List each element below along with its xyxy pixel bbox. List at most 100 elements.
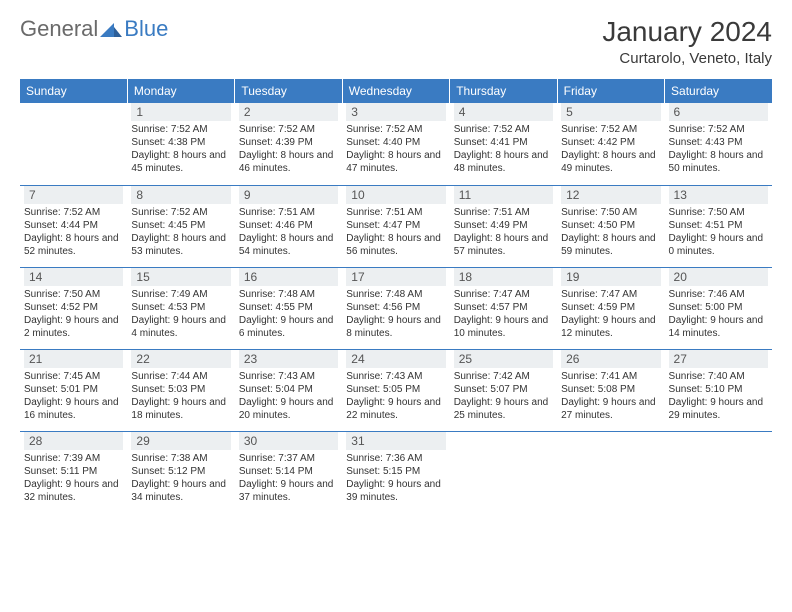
calendar-day-cell: 30 Sunrise: 7:37 AMSunset: 5:14 PMDayligh… [235,431,342,513]
day-info: Sunrise: 7:51 AMSunset: 4:46 PMDaylight:… [239,206,338,258]
day-info: Sunrise: 7:40 AMSunset: 5:10 PMDaylight:… [669,370,768,422]
day-info: Sunrise: 7:52 AMSunset: 4:40 PMDaylight:… [346,123,445,175]
day-info: Sunrise: 7:42 AMSunset: 5:07 PMDaylight:… [454,370,553,422]
day-info: Sunrise: 7:52 AMSunset: 4:43 PMDaylight:… [669,123,768,175]
day-info: Sunrise: 7:51 AMSunset: 4:47 PMDaylight:… [346,206,445,258]
calendar-day-cell: 21Sunrise: 7:45 AMSunset: 5:01 PMDayligh… [20,349,127,431]
day-number: 19 [561,268,660,286]
day-info: Sunrise: 7:52 AMSunset: 4:45 PMDaylight:… [131,206,230,258]
calendar-table: SundayMondayTuesdayWednesdayThursdayFrid… [20,79,772,513]
day-number: 13 [669,186,768,204]
day-info: Sunrise: 7:38 AMSunset: 5:12 PMDaylight:… [131,452,230,504]
page-header: General Blue January 2024 Curtarolo, Ven… [20,16,772,67]
day-number: 26 [561,350,660,368]
day-number: 14 [24,268,123,286]
day-info: Sunrise: 7:52 AMSunset: 4:41 PMDaylight:… [454,123,553,175]
day-info: Sunrise: 7:47 AMSunset: 4:57 PMDaylight:… [454,288,553,340]
brand-logo: General Blue [20,16,168,42]
day-info: Sunrise: 7:49 AMSunset: 4:53 PMDaylight:… [131,288,230,340]
location-subtitle: Curtarolo, Veneto, Italy [602,50,772,67]
weekday-header: Friday [557,79,664,103]
calendar-day-cell: 15Sunrise: 7:49 AMSunset: 4:53 PMDayligh… [127,267,234,349]
calendar-day-cell: 12Sunrise: 7:50 AMSunset: 4:50 PMDayligh… [557,185,664,267]
calendar-day-cell: 24 Sunrise: 7:43 AMSunset: 5:05 PMDayligh… [342,349,449,431]
calendar-day-cell: 14 Sunrise: 7:50 AMSunset: 4:52 PMDayligh… [20,267,127,349]
calendar-day-cell: 29 Sunrise: 7:38 AMSunset: 5:12 PMDayligh… [127,431,234,513]
day-number: 17 [346,268,445,286]
calendar-day-cell: 17 Sunrise: 7:48 AMSunset: 4:56 PMDayligh… [342,267,449,349]
day-number: 23 [239,350,338,368]
calendar-day-cell: 31 Sunrise: 7:36 AMSunset: 5:15 PMDayligh… [342,431,449,513]
calendar-day-cell: 13Sunrise: 7:50 AMSunset: 4:51 PMDayligh… [665,185,772,267]
weekday-header: Wednesday [342,79,449,103]
calendar-day-cell: 23Sunrise: 7:43 AMSunset: 5:04 PMDayligh… [235,349,342,431]
weekday-header: Thursday [450,79,557,103]
calendar-day-cell: 5 Sunrise: 7:52 AMSunset: 4:42 PMDaylight… [557,103,664,185]
day-info: Sunrise: 7:44 AMSunset: 5:03 PMDaylight:… [131,370,230,422]
weekday-header: Monday [127,79,234,103]
calendar-day-cell [665,431,772,513]
day-number: 3 [346,103,445,121]
day-number: 24 [346,350,445,368]
calendar-day-cell: 16Sunrise: 7:48 AMSunset: 4:55 PMDayligh… [235,267,342,349]
calendar-week-row: 14 Sunrise: 7:50 AMSunset: 4:52 PMDayligh… [20,267,772,349]
day-info: Sunrise: 7:47 AMSunset: 4:59 PMDaylight:… [561,288,660,340]
calendar-day-cell [450,431,557,513]
calendar-day-cell: 3 Sunrise: 7:52 AMSunset: 4:40 PMDaylight… [342,103,449,185]
weekday-header: Sunday [20,79,127,103]
day-number: 12 [561,186,660,204]
calendar-day-cell: 27 Sunrise: 7:40 AMSunset: 5:10 PMDayligh… [665,349,772,431]
calendar-body: 1 Sunrise: 7:52 AMSunset: 4:38 PMDaylight… [20,103,772,513]
day-number: 30 [239,432,338,450]
day-number: 6 [669,103,768,121]
day-info: Sunrise: 7:52 AMSunset: 4:38 PMDaylight:… [131,123,230,175]
calendar-day-cell: 19 Sunrise: 7:47 AMSunset: 4:59 PMDayligh… [557,267,664,349]
calendar-day-cell: 9 Sunrise: 7:51 AMSunset: 4:46 PMDaylight… [235,185,342,267]
day-number: 20 [669,268,768,286]
calendar-day-cell: 22Sunrise: 7:44 AMSunset: 5:03 PMDayligh… [127,349,234,431]
day-number: 1 [131,103,230,121]
day-info: Sunrise: 7:52 AMSunset: 4:42 PMDaylight:… [561,123,660,175]
day-info: Sunrise: 7:50 AMSunset: 4:52 PMDaylight:… [24,288,123,340]
calendar-day-cell [557,431,664,513]
brand-text-general: General [20,16,98,42]
day-info: Sunrise: 7:52 AMSunset: 4:44 PMDaylight:… [24,206,123,258]
day-info: Sunrise: 7:41 AMSunset: 5:08 PMDaylight:… [561,370,660,422]
calendar-week-row: 7Sunrise: 7:52 AMSunset: 4:44 PMDaylight… [20,185,772,267]
day-number: 27 [669,350,768,368]
calendar-day-cell: 7Sunrise: 7:52 AMSunset: 4:44 PMDaylight… [20,185,127,267]
day-number: 5 [561,103,660,121]
calendar-day-cell: 20 Sunrise: 7:46 AMSunset: 5:00 PMDayligh… [665,267,772,349]
calendar-day-cell: 2Sunrise: 7:52 AMSunset: 4:39 PMDaylight… [235,103,342,185]
day-info: Sunrise: 7:37 AMSunset: 5:14 PMDaylight:… [239,452,338,504]
month-title: January 2024 [602,16,772,48]
day-info: Sunrise: 7:39 AMSunset: 5:11 PMDaylight:… [24,452,123,504]
brand-text-blue: Blue [124,16,168,42]
calendar-day-cell: 18 Sunrise: 7:47 AMSunset: 4:57 PMDayligh… [450,267,557,349]
day-number: 21 [24,350,123,368]
day-number: 31 [346,432,445,450]
title-block: January 2024 Curtarolo, Veneto, Italy [602,16,772,67]
day-info: Sunrise: 7:36 AMSunset: 5:15 PMDaylight:… [346,452,445,504]
calendar-week-row: 21Sunrise: 7:45 AMSunset: 5:01 PMDayligh… [20,349,772,431]
day-info: Sunrise: 7:48 AMSunset: 4:55 PMDaylight:… [239,288,338,340]
calendar-day-cell: 4Sunrise: 7:52 AMSunset: 4:41 PMDaylight… [450,103,557,185]
calendar-day-cell [20,103,127,185]
calendar-week-row: 28 Sunrise: 7:39 AMSunset: 5:11 PMDayligh… [20,431,772,513]
calendar-day-cell: 11Sunrise: 7:51 AMSunset: 4:49 PMDayligh… [450,185,557,267]
day-info: Sunrise: 7:46 AMSunset: 5:00 PMDaylight:… [669,288,768,340]
calendar-day-cell: 8Sunrise: 7:52 AMSunset: 4:45 PMDaylight… [127,185,234,267]
day-info: Sunrise: 7:43 AMSunset: 5:05 PMDaylight:… [346,370,445,422]
day-info: Sunrise: 7:51 AMSunset: 4:49 PMDaylight:… [454,206,553,258]
day-number: 28 [24,432,123,450]
calendar-day-cell: 6 Sunrise: 7:52 AMSunset: 4:43 PMDaylight… [665,103,772,185]
calendar-day-cell: 26 Sunrise: 7:41 AMSunset: 5:08 PMDayligh… [557,349,664,431]
day-number: 29 [131,432,230,450]
brand-triangle-icon [100,21,122,37]
day-number: 18 [454,268,553,286]
calendar-day-cell: 28 Sunrise: 7:39 AMSunset: 5:11 PMDayligh… [20,431,127,513]
day-info: Sunrise: 7:52 AMSunset: 4:39 PMDaylight:… [239,123,338,175]
day-info: Sunrise: 7:48 AMSunset: 4:56 PMDaylight:… [346,288,445,340]
day-number: 9 [239,186,338,204]
day-number: 25 [454,350,553,368]
